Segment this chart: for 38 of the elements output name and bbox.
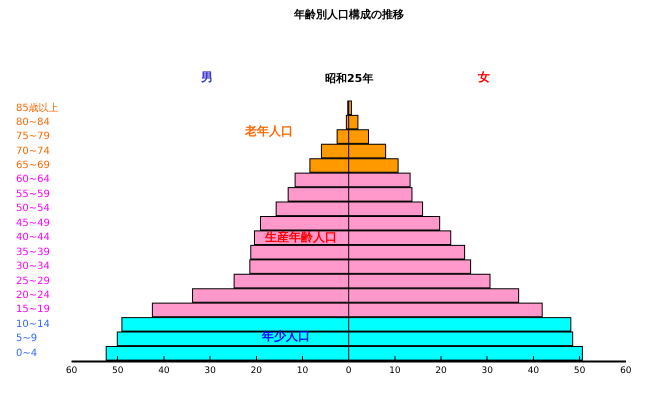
y-tick-label: 20~24	[16, 290, 50, 301]
y-tick-label: 10~14	[16, 319, 50, 330]
x-tick-label: 40	[158, 366, 170, 376]
y-tick-label: 5~9	[16, 333, 38, 344]
y-tick-label: 75~79	[16, 131, 50, 142]
x-tick-label: 0	[346, 366, 352, 376]
y-tick-label: 0~4	[16, 348, 38, 359]
y-tick-label: 70~74	[16, 146, 50, 157]
y-tick-label: 50~54	[16, 203, 50, 214]
x-tick-label: 30	[204, 366, 216, 376]
x-tick-label: 10	[296, 366, 308, 376]
y-tick-label: 55~59	[16, 189, 50, 200]
annotation: 老年人口	[244, 124, 293, 138]
x-tick-label: 30	[482, 366, 494, 376]
x-tick-label: 40	[528, 366, 540, 376]
x-tick-label: 10	[389, 366, 401, 376]
y-tick-label: 40~44	[16, 232, 50, 243]
annotation: 生産年齢人口	[264, 230, 337, 244]
y-tick-label: 65~69	[16, 160, 50, 171]
y-tick-label: 15~19	[16, 304, 50, 315]
x-tick-label: 20	[250, 366, 262, 376]
x-tick-label: 50	[112, 366, 124, 376]
y-tick-label: 25~29	[16, 276, 50, 287]
x-tick-label: 50	[574, 366, 586, 376]
x-tick-label: 60	[620, 366, 632, 376]
y-tick-label: 60~64	[16, 174, 50, 185]
text: 女	[477, 70, 490, 84]
x-tick-label: 60	[66, 366, 78, 376]
y-tick-label: 80~84	[16, 117, 50, 128]
y-tick-label: 30~34	[16, 261, 50, 272]
annotation: 年少人口	[261, 329, 310, 343]
x-tick-label: 20	[435, 366, 448, 376]
y-tick-label: 35~39	[16, 247, 50, 258]
y-tick-label: 85歳以上	[16, 102, 59, 114]
chart-title: 年齢別人口構成の推移	[293, 8, 404, 21]
text: 男	[200, 70, 213, 84]
y-tick-label: 45~49	[16, 218, 50, 229]
chart-subtitle: 昭和25年	[325, 72, 374, 85]
